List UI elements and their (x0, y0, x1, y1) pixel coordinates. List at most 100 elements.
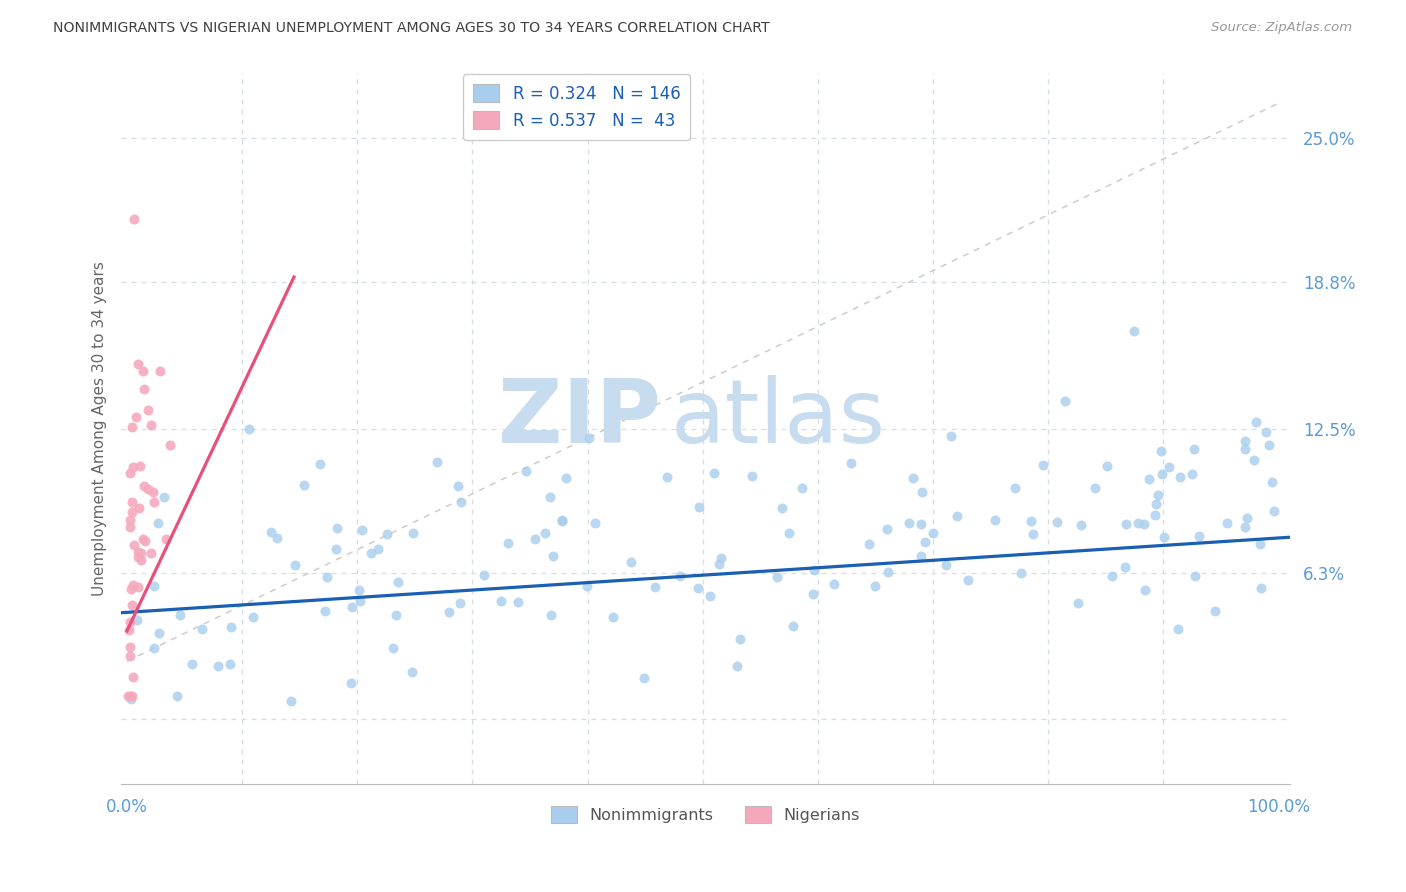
Point (349, 594, 371, 608)
Point (127, 357, 149, 371)
Point (437, 605, 460, 619)
Point (148, 516, 170, 530)
Point (910, 516, 932, 531)
Point (1204, 603, 1226, 617)
Point (897, 516, 920, 531)
Point (1181, 467, 1204, 481)
Point (169, 607, 191, 622)
Point (1153, 530, 1175, 544)
Point (1019, 514, 1042, 528)
Point (1084, 481, 1107, 495)
Point (1150, 444, 1173, 458)
Point (180, 657, 202, 671)
Point (1133, 516, 1156, 531)
Legend: Nonimmigrants, Nigerians: Nonimmigrants, Nigerians (544, 799, 866, 830)
Point (129, 546, 152, 560)
Point (863, 579, 886, 593)
Point (876, 522, 898, 536)
Point (207, 659, 229, 673)
Point (402, 526, 425, 541)
Point (1184, 569, 1206, 583)
Point (1233, 442, 1256, 457)
Point (309, 457, 332, 471)
Point (118, 624, 141, 638)
Text: Source: ZipAtlas.com: Source: ZipAtlas.com (1212, 21, 1353, 34)
Point (633, 672, 655, 686)
Point (524, 533, 547, 547)
Point (387, 575, 409, 590)
Point (132, 363, 155, 377)
Point (1133, 583, 1156, 598)
Point (941, 429, 963, 443)
Point (770, 500, 793, 515)
Point (1021, 527, 1043, 541)
Point (703, 466, 725, 480)
Point (132, 479, 155, 493)
Point (152, 490, 174, 504)
Point (122, 670, 145, 684)
Point (143, 495, 166, 509)
Point (127, 545, 149, 559)
Point (1115, 517, 1137, 532)
Point (118, 615, 141, 630)
Point (555, 471, 578, 485)
Point (350, 523, 373, 537)
Point (1249, 537, 1271, 551)
Point (426, 455, 449, 469)
Point (127, 580, 149, 594)
Point (385, 607, 408, 622)
Point (325, 542, 347, 557)
Point (1032, 458, 1054, 472)
Point (1143, 508, 1166, 522)
Point (823, 577, 845, 591)
Point (1114, 560, 1136, 574)
Point (128, 501, 150, 516)
Point (292, 478, 315, 492)
Point (669, 568, 692, 582)
Point (118, 649, 141, 664)
Point (725, 659, 748, 673)
Point (316, 570, 339, 584)
Point (142, 641, 165, 656)
Point (778, 526, 800, 541)
Point (242, 609, 264, 624)
Text: NONIMMIGRANTS VS NIGERIAN UNEMPLOYMENT AMONG AGES 30 TO 34 YEARS CORRELATION CHA: NONIMMIGRANTS VS NIGERIAN UNEMPLOYMENT A… (53, 21, 770, 35)
Point (699, 589, 721, 603)
Point (280, 694, 302, 708)
Point (155, 532, 177, 546)
Point (1256, 425, 1278, 439)
Point (117, 689, 139, 703)
Point (1004, 481, 1026, 495)
Point (910, 549, 932, 564)
Point (710, 551, 733, 566)
Point (134, 534, 156, 549)
Point (984, 513, 1007, 527)
Point (1150, 467, 1173, 481)
Point (1216, 516, 1239, 531)
Point (349, 582, 371, 597)
Point (122, 212, 145, 227)
Point (551, 514, 574, 528)
Point (538, 490, 561, 504)
Point (576, 579, 599, 593)
Point (551, 513, 574, 527)
Point (498, 536, 520, 550)
Point (515, 464, 537, 478)
Point (375, 527, 398, 541)
Point (741, 468, 763, 483)
Point (136, 482, 159, 496)
Point (1157, 460, 1180, 475)
Point (367, 542, 389, 557)
Point (148, 626, 170, 640)
Point (657, 470, 679, 484)
Point (508, 595, 530, 609)
Point (489, 593, 512, 607)
Point (360, 546, 382, 560)
Point (1122, 324, 1144, 338)
Point (131, 532, 153, 546)
Point (619, 555, 641, 569)
Point (1257, 438, 1279, 452)
Point (914, 535, 936, 549)
Point (540, 607, 562, 622)
Point (382, 640, 405, 655)
